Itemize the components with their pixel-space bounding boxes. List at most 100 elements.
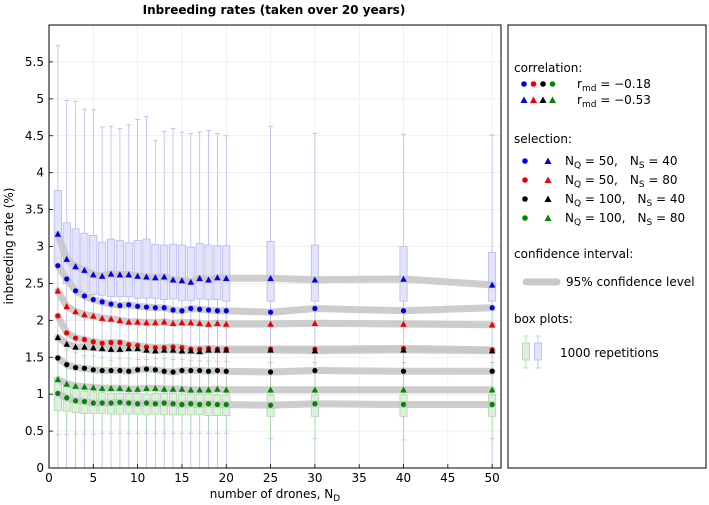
data-point-s7 <box>55 390 61 397</box>
data-point-s4 <box>267 320 274 327</box>
data-point-s8 <box>214 385 221 392</box>
data-point-s7 <box>108 400 114 406</box>
data-point-s6 <box>205 346 212 353</box>
data-point-s2 <box>311 276 319 283</box>
data-point-s4 <box>205 320 212 327</box>
legend-corr-label: rmd = −0.53 <box>577 93 651 110</box>
data-point-s6 <box>63 340 70 347</box>
blue-box-plot <box>89 235 98 295</box>
x-tick-label: 35 <box>352 471 367 485</box>
data-point-s5 <box>223 368 229 374</box>
data-point-s4 <box>311 320 319 327</box>
data-point-s1 <box>161 305 167 311</box>
confidence-band-s5 <box>54 354 496 376</box>
data-point-s5 <box>99 367 105 374</box>
y-tick-label: 2.5 <box>25 276 44 290</box>
data-point-s1 <box>55 263 61 269</box>
data-point-s8 <box>311 386 319 393</box>
data-point-s6 <box>98 345 106 352</box>
data-point-s8 <box>400 386 407 393</box>
blue-box-plot <box>310 244 319 302</box>
data-point-s7 <box>197 401 203 408</box>
x-tick-label: 20 <box>219 471 234 485</box>
legend-box-swatch <box>522 342 530 361</box>
data-point-s6 <box>143 346 150 353</box>
data-point-s1 <box>81 293 88 299</box>
data-point-s8 <box>125 385 133 392</box>
data-point-s7 <box>152 401 158 407</box>
legend-confidence-label: 95% confidence level <box>566 275 695 289</box>
data-point-s7 <box>117 399 123 405</box>
data-point-s3 <box>108 339 114 346</box>
y-tick-label: 0 <box>36 461 44 475</box>
data-point-s6 <box>81 343 88 350</box>
confidence-band-s8 <box>54 375 496 394</box>
x-tick-label: 15 <box>174 471 189 485</box>
blue-box-plot <box>266 240 275 302</box>
data-point-s8 <box>107 385 115 392</box>
data-point-s5 <box>117 367 123 374</box>
legend-selection-label: NQ = 100, NS = 80 <box>565 211 685 228</box>
data-point-s4 <box>72 308 79 315</box>
data-point-s2 <box>134 272 141 279</box>
data-point-s8 <box>116 385 124 392</box>
data-point-s6 <box>267 346 274 353</box>
data-point-s7 <box>188 401 194 407</box>
x-axis: 0 5 10 15 20 25 30 35 40 45 50 <box>45 464 500 485</box>
data-point-s4 <box>90 312 97 319</box>
data-point-s5 <box>64 362 70 368</box>
data-point-s4 <box>143 319 150 326</box>
data-point-s2 <box>488 281 496 288</box>
data-point-s6 <box>187 347 195 354</box>
legend-corr-marker <box>521 81 527 87</box>
data-point-s4 <box>63 303 70 310</box>
data-point-s4 <box>400 320 407 327</box>
blue-box-plot <box>160 244 169 301</box>
legend-selection-triangle <box>544 176 552 183</box>
data-point-s4 <box>178 319 186 326</box>
data-point-s4 <box>214 320 221 327</box>
data-point-s5 <box>214 367 220 374</box>
data-point-s2 <box>223 274 230 282</box>
data-point-s3 <box>64 330 70 336</box>
data-point-s4 <box>196 320 203 327</box>
data-point-s5 <box>108 367 114 374</box>
data-point-s2 <box>54 230 62 237</box>
data-point-s1 <box>90 297 96 303</box>
data-point-s2 <box>187 278 195 285</box>
plot-area <box>48 25 501 469</box>
data-point-s1 <box>197 306 203 312</box>
data-point-s6 <box>107 345 115 352</box>
blue-box-plot <box>195 243 204 300</box>
data-point-s5 <box>197 367 203 374</box>
legend-corr-marker <box>530 81 537 87</box>
x-tick-label: 25 <box>263 471 278 485</box>
blue-box-plot <box>98 241 107 296</box>
x-tick-label: 30 <box>307 471 322 485</box>
data-point-s5 <box>72 364 79 371</box>
data-point-s1 <box>223 308 229 314</box>
data-point-s1 <box>72 288 79 294</box>
data-point-s4 <box>187 319 195 326</box>
data-point-s6 <box>134 345 141 352</box>
legend-boxplot-heading: box plots: <box>514 312 573 326</box>
data-point-s8 <box>81 383 88 390</box>
data-point-s2 <box>81 266 88 273</box>
blue-box-plot <box>186 246 195 301</box>
data-point-s3 <box>72 335 79 341</box>
data-point-s4 <box>98 314 106 321</box>
data-point-s6 <box>116 345 124 352</box>
x-tick-label: 0 <box>45 471 53 485</box>
data-point-s5 <box>135 367 141 373</box>
x-tick-label: 5 <box>89 471 97 485</box>
data-point-s4 <box>488 321 496 328</box>
blue-box-plot <box>151 243 160 299</box>
confidence-band-s2 <box>54 230 496 289</box>
data-point-s2 <box>400 275 407 282</box>
data-point-s3 <box>99 340 105 346</box>
blue-box-plot <box>204 244 213 301</box>
data-point-s1 <box>135 303 141 309</box>
y-tick-label: 5.5 <box>25 55 44 69</box>
legend-corr-label: rmd = −0.18 <box>577 77 651 94</box>
data-point-s5 <box>161 368 167 374</box>
